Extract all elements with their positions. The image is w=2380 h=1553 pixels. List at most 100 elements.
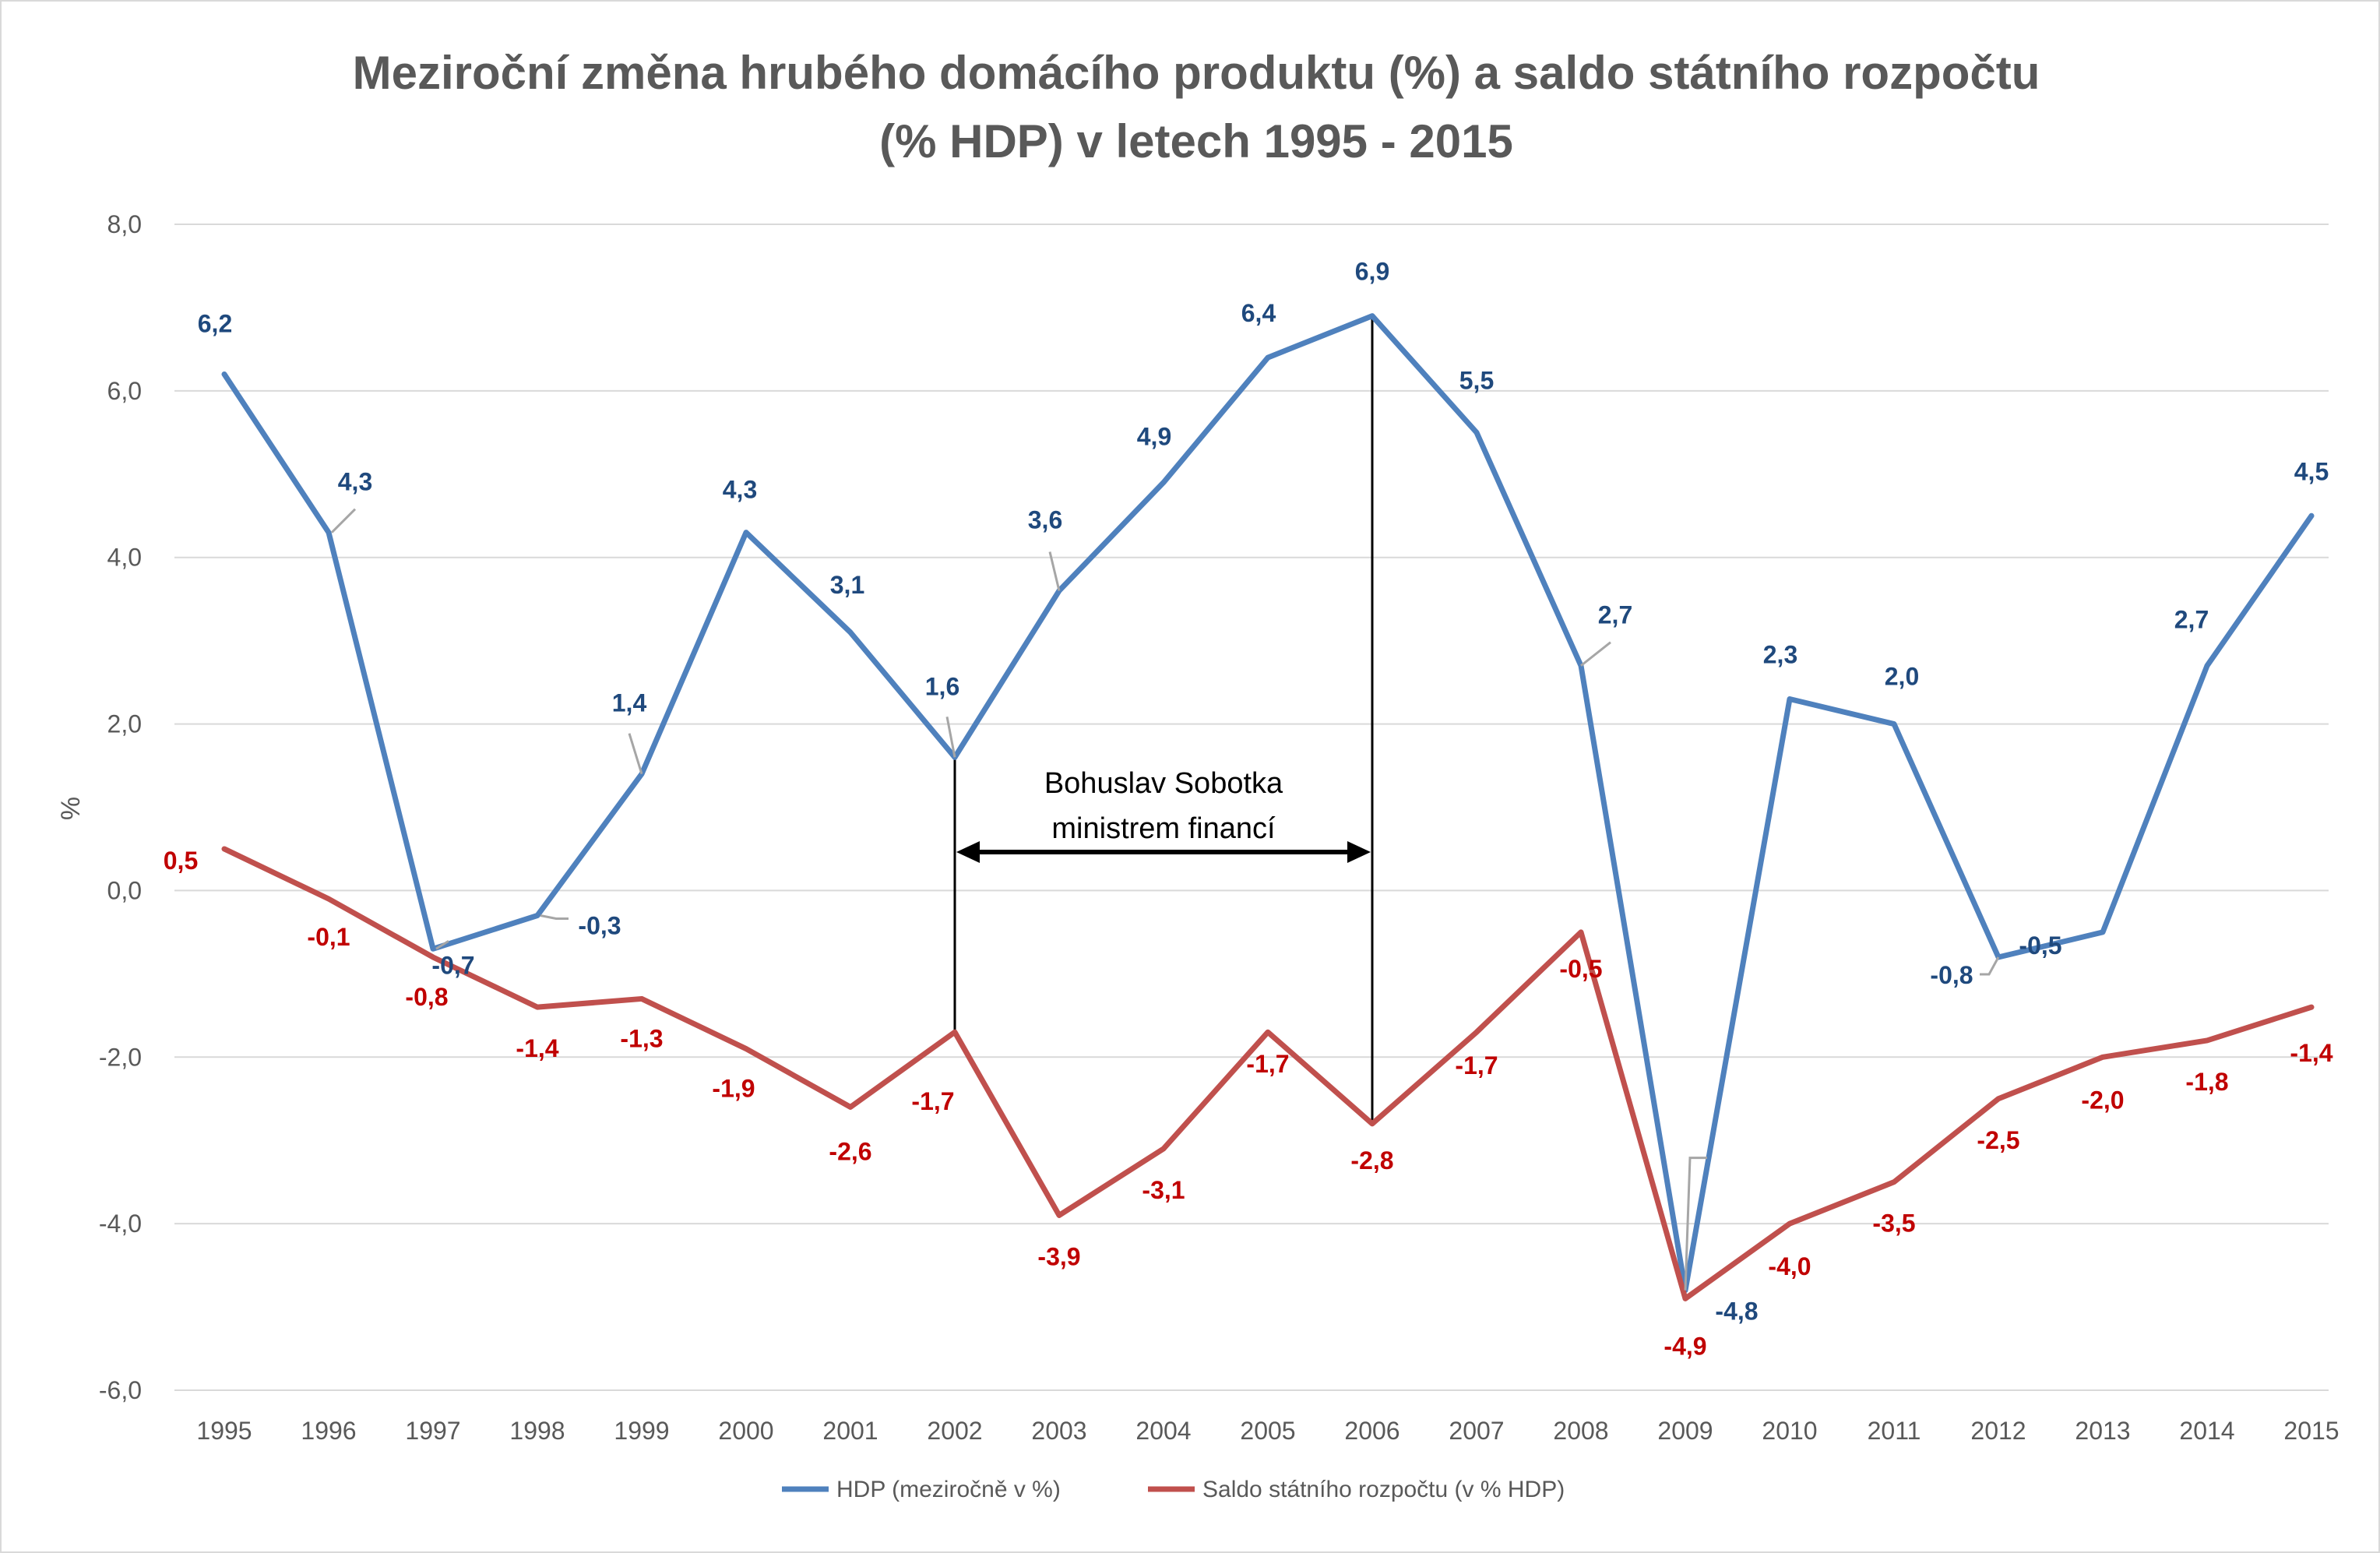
saldo-data-label: -2,5 [1977, 1126, 2019, 1154]
x-tick-label: 1996 [301, 1417, 356, 1445]
saldo-data-label: -0,8 [405, 983, 448, 1011]
x-tick-label: 1998 [509, 1417, 565, 1445]
label-leader-lines [330, 508, 2000, 1291]
label-leader-line [945, 717, 956, 758]
legend-label-saldo: Saldo státního rozpočtu (v % HDP) [1202, 1477, 1565, 1502]
hdp-data-label: 1,6 [925, 672, 959, 700]
y-tick-label: 4,0 [107, 544, 142, 572]
x-tick-label: 2004 [1135, 1417, 1191, 1445]
hdp-data-label: 6,9 [1355, 258, 1389, 286]
hdp-data-label: -4,8 [1715, 1298, 1758, 1326]
saldo-data-label: -1,7 [911, 1087, 954, 1115]
hdp-data-label: 1,4 [612, 689, 647, 717]
x-tick-label: 2009 [1657, 1417, 1713, 1445]
saldo-data-label: -3,1 [1142, 1176, 1185, 1204]
saldo-data-label: -1,4 [2290, 1039, 2332, 1067]
x-tick-label: 2006 [1344, 1417, 1399, 1445]
saldo-data-label: -1,4 [516, 1034, 558, 1062]
x-tick-label: 1995 [196, 1417, 252, 1445]
label-leader-line [1048, 551, 1061, 591]
hdp-data-label: 2,0 [1885, 663, 1919, 691]
saldo-data-label: -1,8 [2185, 1068, 2228, 1096]
x-tick-label: 2010 [1762, 1417, 1817, 1445]
saldo-data-label: -4,9 [1664, 1332, 1706, 1360]
chart-title-line-1: Meziroční změna hrubého domácího produkt… [353, 47, 2040, 99]
minister-annotation: Bohuslav Sobotka ministrem financí [953, 315, 1374, 1124]
saldo-data-label: -1,7 [1246, 1050, 1289, 1078]
saldo-data-label: -2,0 [2081, 1086, 2124, 1114]
saldo-data-label: 0,5 [164, 847, 198, 875]
y-tick-label: -6,0 [99, 1376, 142, 1404]
saldo-data-label: -1,3 [620, 1024, 663, 1052]
hdp-data-label: 2,7 [1598, 601, 1632, 629]
x-tick-label: 1997 [405, 1417, 460, 1445]
hdp-data-label: 4,5 [2294, 457, 2329, 485]
x-tick-label: 2002 [927, 1417, 982, 1445]
saldo-data-label: -0,5 [1559, 955, 1602, 983]
x-tick-label: 2000 [718, 1417, 773, 1445]
gridlines [174, 224, 2329, 1391]
annotation-arrow-head-left [956, 841, 980, 863]
hdp-data-label: 4,3 [723, 476, 757, 504]
saldo-data-label: -2,6 [829, 1137, 871, 1165]
y-axis-ticks: 8,0 6,0 4,0 2,0 0,0 -2,0 -4,0 -6,0 [99, 210, 142, 1404]
y-tick-label: 2,0 [107, 710, 142, 738]
hdp-data-label: 4,9 [1137, 422, 1171, 450]
hdp-data-label: 2,7 [2174, 606, 2209, 634]
label-leader-line [1580, 641, 1611, 667]
annotation-arrow-head-right [1347, 841, 1371, 863]
hdp-data-label: -0,7 [431, 951, 474, 979]
hdp-data-label: 6,2 [198, 309, 232, 337]
x-tick-label: 2013 [2075, 1417, 2130, 1445]
legend: HDP (meziročně v %) Saldo státního rozpoč… [782, 1477, 1565, 1502]
y-tick-label: -4,0 [99, 1210, 142, 1238]
saldo-data-label: -4,0 [1768, 1252, 1811, 1280]
data-labels: 6,2 4,3 -0,7 -0,3 1,4 4,3 3,1 1,6 3,6 4,9 6,4 6,9 5,… [164, 258, 2333, 1361]
x-tick-label: 2003 [1031, 1417, 1086, 1445]
x-tick-label: 2005 [1240, 1417, 1295, 1445]
legend-label-hdp: HDP (meziročně v %) [836, 1477, 1061, 1502]
saldo-data-label: -3,5 [1872, 1210, 1915, 1238]
chart-title-line-2: (% HDP) v letech 1995 - 2015 [879, 115, 1513, 167]
annotation-text-line: ministrem financí [1051, 812, 1276, 845]
chart-title: Meziroční změna hrubého domácího produkt… [353, 47, 2040, 167]
x-tick-label: 2008 [1553, 1417, 1608, 1445]
saldo-data-label: -2,8 [1350, 1146, 1393, 1174]
x-axis-ticks: 1995 1996 1997 1998 1999 2000 2001 2002 2003 2004… [196, 1417, 2339, 1445]
x-tick-label: 2001 [822, 1417, 878, 1445]
hdp-data-label: 6,4 [1241, 299, 1276, 327]
saldo-data-label: -0,1 [307, 923, 350, 951]
y-tick-label: -2,0 [99, 1043, 142, 1071]
hdp-data-label: 4,3 [338, 468, 372, 496]
x-tick-label: 1999 [614, 1417, 669, 1445]
y-tick-label: 0,0 [107, 876, 142, 904]
x-tick-label: 2015 [2283, 1417, 2339, 1445]
label-leader-line [1684, 1157, 1707, 1291]
hdp-data-label: -0,5 [2019, 931, 2061, 960]
label-leader-line [628, 733, 643, 775]
x-tick-label: 2011 [1868, 1417, 1921, 1445]
annotation-text-line: Bohuslav Sobotka [1044, 767, 1283, 800]
y-tick-label: 8,0 [107, 210, 142, 238]
label-leader-line [330, 508, 357, 534]
series-lines [221, 313, 2315, 1301]
saldo-series-line [221, 846, 2315, 1301]
hdp-series-line [221, 313, 2315, 1294]
y-tick-label: 6,0 [107, 377, 142, 405]
saldo-data-label: -3,9 [1037, 1242, 1080, 1270]
x-tick-label: 2007 [1449, 1417, 1504, 1445]
hdp-data-label: -0,8 [1930, 961, 1973, 989]
hdp-data-label: 3,6 [1028, 505, 1062, 534]
label-leader-line [540, 914, 569, 921]
hdp-data-label: 5,5 [1459, 366, 1494, 394]
x-tick-label: 2012 [1970, 1417, 2026, 1445]
hdp-data-label: -0,3 [578, 912, 621, 940]
label-leader-line [1980, 956, 2000, 976]
saldo-data-label: -1,7 [1455, 1051, 1498, 1079]
label-leader-line [435, 940, 449, 950]
y-axis-label: % [56, 797, 86, 820]
x-tick-label: 2014 [2179, 1417, 2234, 1445]
saldo-data-label: -1,9 [712, 1075, 755, 1103]
